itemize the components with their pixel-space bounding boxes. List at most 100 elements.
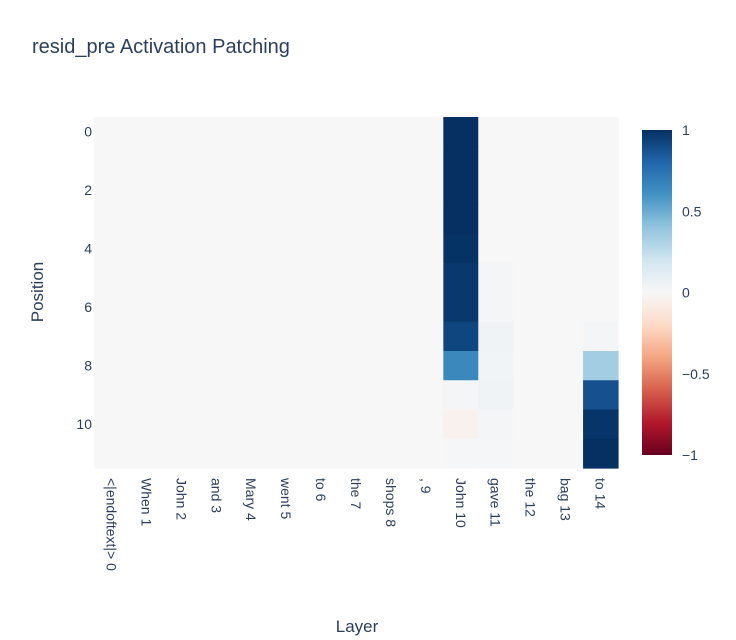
heatmap-cell [513, 234, 549, 264]
heatmap-cell [303, 351, 340, 381]
heatmap-cell [548, 409, 584, 440]
heatmap-cell [338, 438, 375, 469]
heatmap-cell [478, 234, 514, 264]
heatmap-cell [94, 234, 130, 264]
heatmap-cell [94, 117, 130, 147]
heatmap-cell [408, 117, 444, 147]
heatmap-cell [548, 117, 584, 147]
heatmap-cell [268, 321, 305, 352]
heatmap-cell [303, 117, 340, 147]
heatmap-cell [303, 146, 340, 177]
heatmap-cell [233, 409, 270, 440]
heatmap-cell [548, 321, 584, 352]
x-tick-label: John 2 [173, 478, 189, 520]
colorbar-tick-label: 1 [682, 122, 690, 138]
heatmap-cell [338, 321, 375, 352]
heatmap-cell [408, 438, 444, 469]
heatmap-cell [303, 438, 340, 469]
heatmap-cell [163, 292, 200, 323]
heatmap-cell [443, 438, 479, 469]
heatmap-cell [513, 204, 549, 235]
heatmap-cell [583, 117, 619, 147]
heatmap-cell [443, 292, 479, 323]
heatmap-cell [198, 175, 235, 206]
y-tick-label: 2 [84, 182, 92, 198]
heatmap-cell [408, 234, 444, 264]
heatmap-cell [373, 292, 409, 323]
heatmap-cell [198, 263, 235, 294]
heatmap-cell [443, 263, 479, 294]
heatmap-cell [443, 175, 479, 206]
y-axis-label: Position [28, 262, 47, 322]
heatmap-cell [163, 321, 200, 352]
heatmap-cell [94, 175, 130, 206]
heatmap-cell [128, 321, 165, 352]
heatmap-cell [408, 409, 444, 440]
heatmap-cell [583, 234, 619, 264]
chart-title: resid_pre Activation Patching [32, 36, 290, 58]
heatmap-cell [128, 146, 165, 177]
heatmap-cell [478, 351, 514, 381]
heatmap-cell [233, 438, 270, 469]
heatmap-cell [583, 292, 619, 323]
y-tick-label: 10 [76, 416, 92, 432]
x-tick-label: , 9 [418, 478, 434, 494]
heatmap-cell [128, 204, 165, 235]
heatmap-cell [478, 204, 514, 235]
heatmap-cell [198, 321, 235, 352]
heatmap-cell [233, 351, 270, 381]
heatmap-cell [548, 351, 584, 381]
heatmap-cell [303, 175, 340, 206]
heatmap-cell [478, 292, 514, 323]
heatmap-cell [408, 263, 444, 294]
x-tick-label: went 5 [278, 477, 294, 519]
colorbar-ticks: 1 0.5 0 −0.5 −1 [682, 122, 710, 463]
heatmap-cell [338, 409, 375, 440]
heatmap-cell [198, 292, 235, 323]
heatmap-cell [198, 380, 235, 411]
heatmap-cell [268, 409, 305, 440]
heatmap-cell [94, 409, 130, 440]
heatmap-cell [128, 351, 165, 381]
heatmap-cell [94, 263, 130, 294]
heatmap-cell [128, 117, 165, 147]
heatmap-cell [443, 117, 479, 147]
heatmap-cell [338, 351, 375, 381]
x-axis-label: Layer [336, 617, 379, 636]
heatmap-cell [303, 409, 340, 440]
heatmap-cell [163, 438, 200, 469]
heatmap-cell [163, 175, 200, 206]
heatmap-cell [408, 351, 444, 381]
x-tick-label: the 12 [523, 478, 539, 517]
heatmap-cell [478, 321, 514, 352]
heatmap-cell [94, 351, 130, 381]
heatmap-cell [583, 263, 619, 294]
heatmap-cell [303, 380, 340, 411]
heatmap-cell [198, 438, 235, 469]
heatmap-cell [268, 438, 305, 469]
x-tick-label: John 10 [453, 478, 469, 528]
heatmap-cell [373, 438, 409, 469]
heatmap-cell [443, 204, 479, 235]
heatmap-cell [513, 292, 549, 323]
heatmap-cell [268, 292, 305, 323]
heatmap-cell [548, 380, 584, 411]
heatmap-cell [128, 438, 165, 469]
heatmap-cell [198, 146, 235, 177]
x-tick-label: shops 8 [383, 478, 399, 527]
heatmap-cell [268, 117, 305, 147]
heatmap-cell [198, 351, 235, 381]
heatmap-cell [303, 204, 340, 235]
heatmap-cell [373, 146, 409, 177]
x-tick-label: and 3 [208, 478, 224, 513]
heatmap-cell [513, 117, 549, 147]
heatmap-cell [128, 175, 165, 206]
y-tick-label: 6 [84, 299, 92, 315]
heatmap-cell [268, 146, 305, 177]
heatmap-cell [373, 409, 409, 440]
x-tick-label: gave 11 [488, 478, 504, 527]
heatmap-cell [478, 175, 514, 206]
heatmap-cell [443, 146, 479, 177]
heatmap-cell [443, 351, 479, 381]
heatmap-cell [548, 263, 584, 294]
